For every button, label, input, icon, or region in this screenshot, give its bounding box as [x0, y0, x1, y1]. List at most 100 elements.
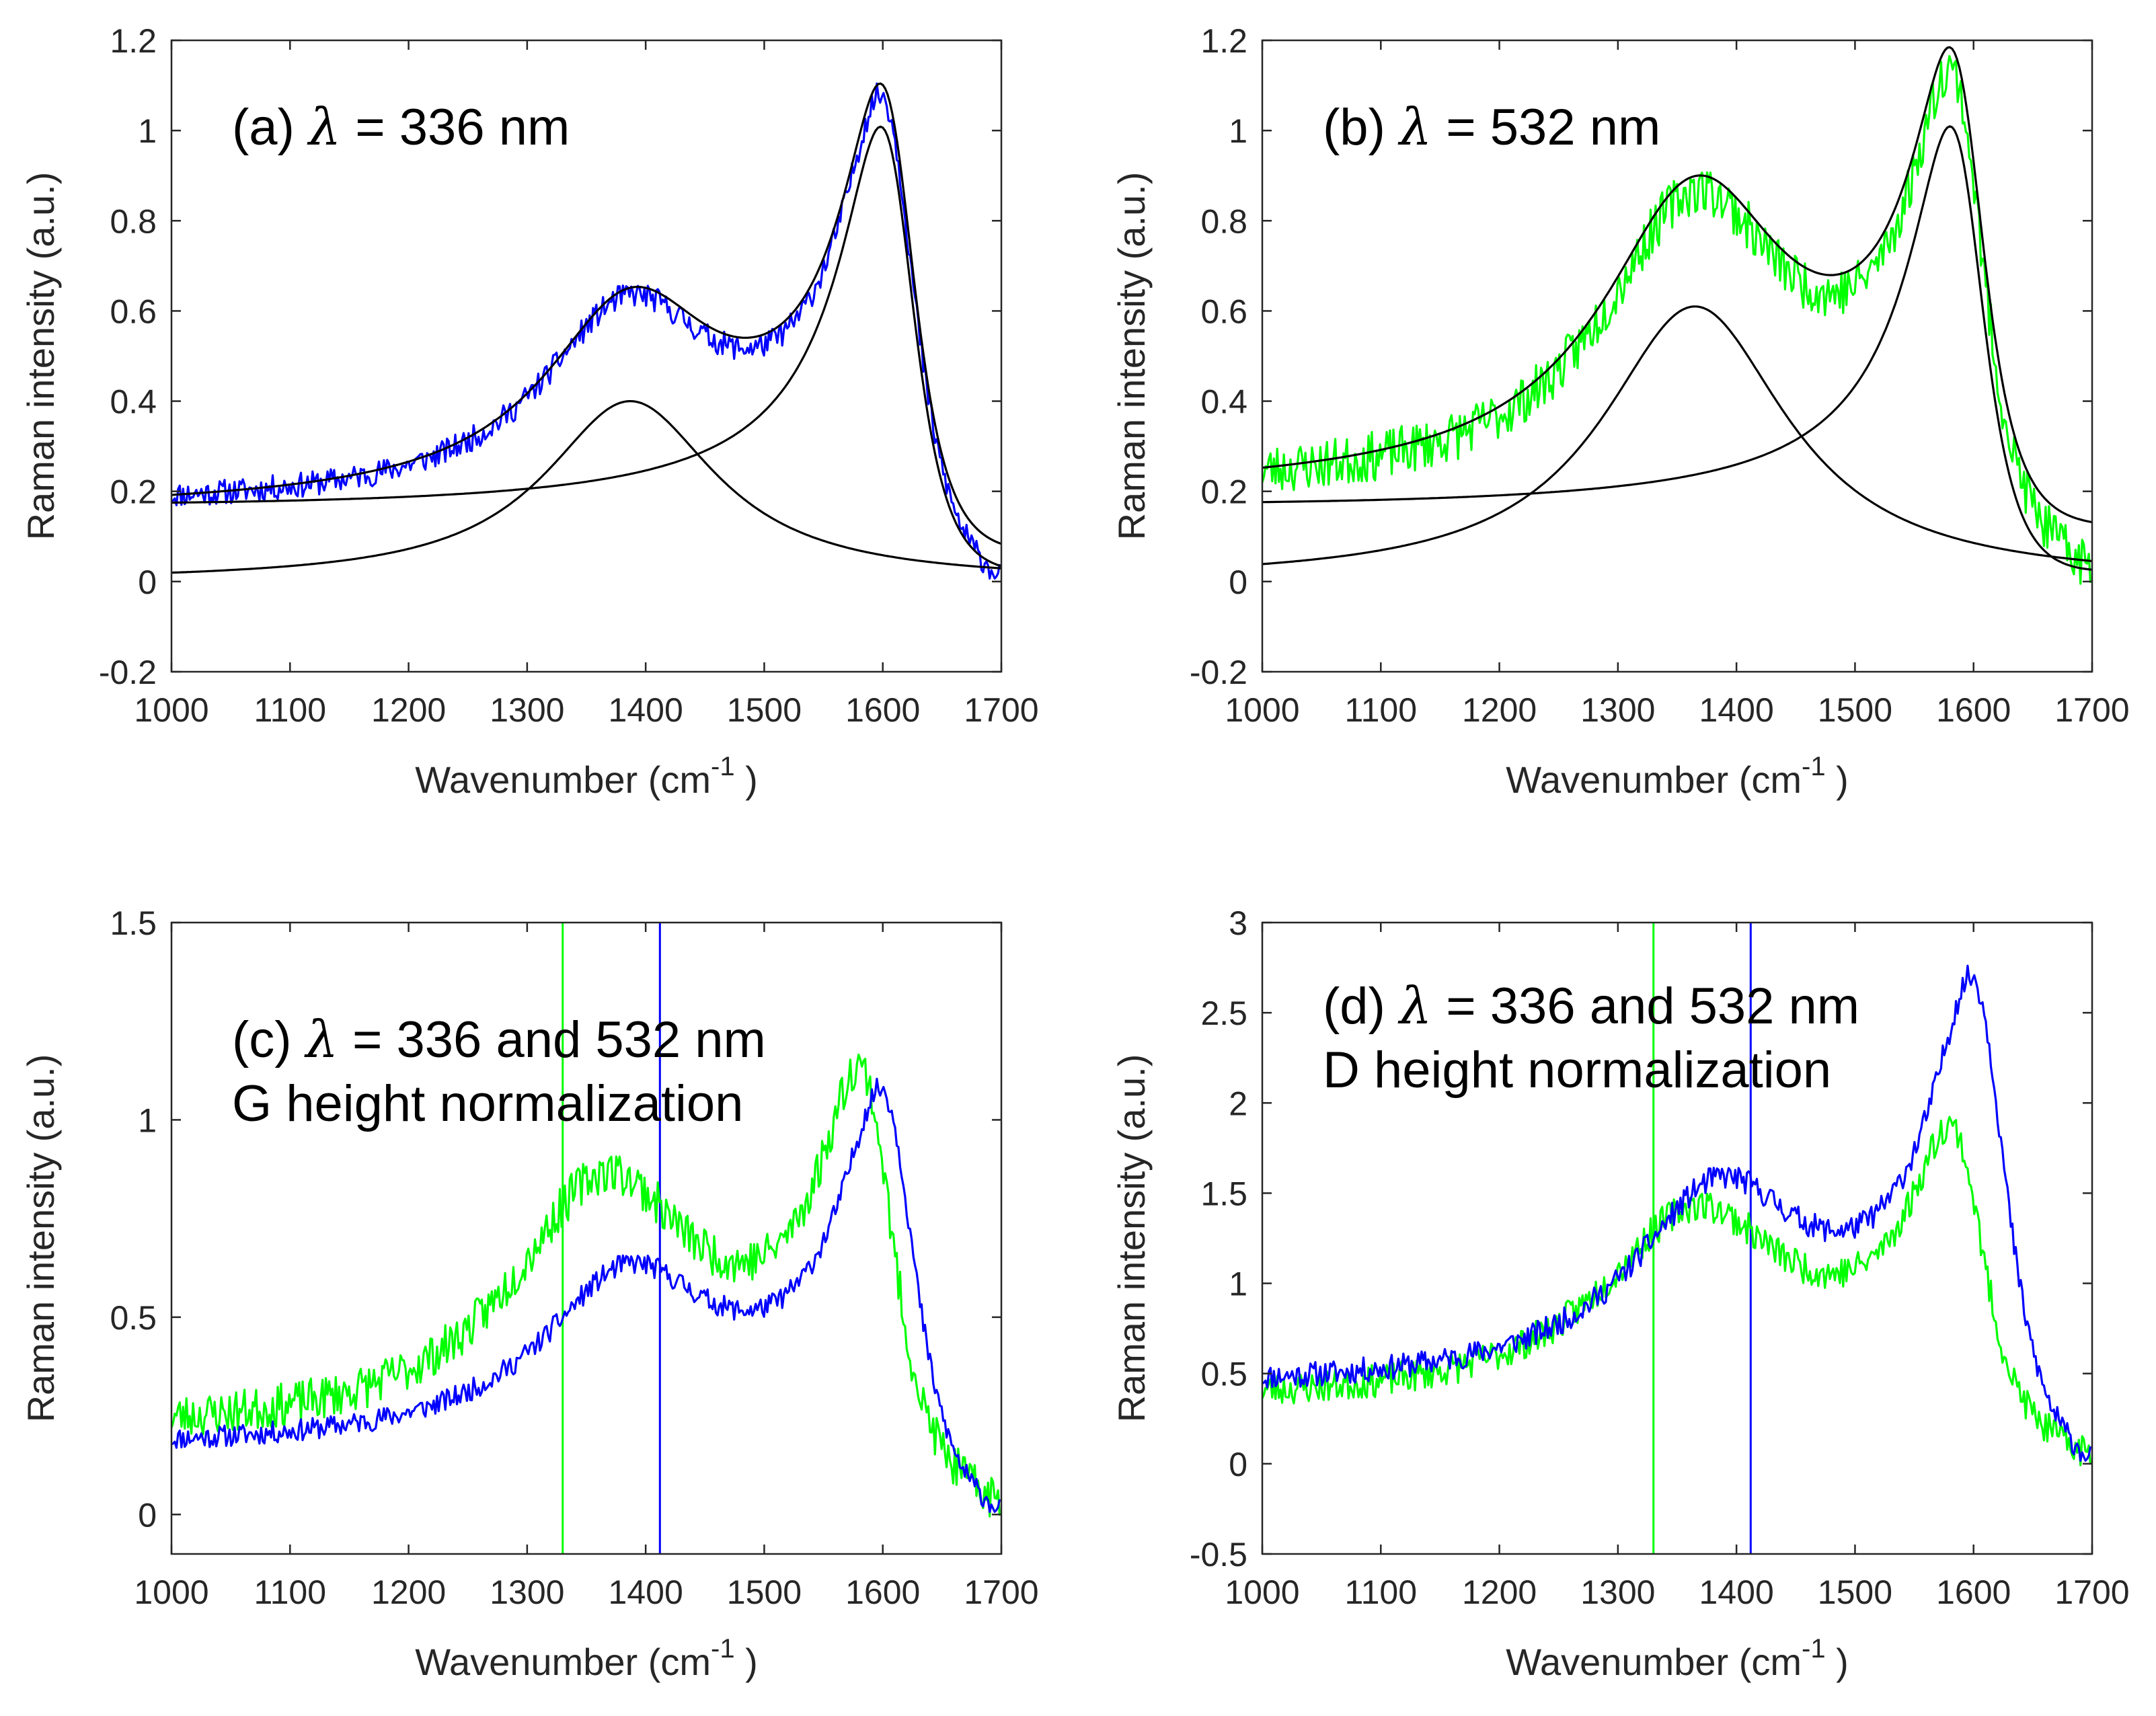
- x-tick-label: 1300: [1580, 1573, 1655, 1611]
- x-tick-label: 1200: [371, 1573, 446, 1611]
- x-tick-label: 1300: [1580, 691, 1655, 729]
- fit-d-lorentzian: [171, 399, 1001, 574]
- x-tick-label: 1500: [727, 1573, 802, 1611]
- x-tick-label: 1700: [2054, 1573, 2129, 1611]
- y-tick-label: 3: [1229, 904, 1247, 942]
- x-tick-label: 1100: [254, 1573, 327, 1611]
- x-tick-label: 1000: [134, 1573, 208, 1611]
- fit-sum: [171, 82, 1001, 545]
- y-tick-label: 1.5: [1200, 1175, 1247, 1212]
- fit-sum: [1262, 46, 2092, 524]
- axes-box: [170, 39, 1003, 673]
- x-tick-label: 1400: [1699, 1573, 1774, 1611]
- plot-content: [171, 82, 1001, 580]
- y-tick-label: 0: [1229, 563, 1247, 601]
- x-tick-label: 1300: [490, 1573, 564, 1611]
- x-tick-label: 1500: [727, 691, 802, 729]
- x-tick-label: 1100: [1345, 691, 1418, 729]
- x-tick-label: 1100: [254, 691, 327, 729]
- y-tick-label: 1.2: [110, 22, 157, 60]
- x-tick-label: 1500: [1818, 691, 1892, 729]
- x-tick-label: 1100: [1345, 1573, 1418, 1611]
- y-tick-label: 1: [1229, 112, 1247, 150]
- x-tick-label: 1600: [845, 1573, 920, 1611]
- x-tick-label: 1200: [1462, 1573, 1537, 1611]
- y-tick-label: 0.6: [1200, 292, 1247, 330]
- spectrum-336-nm: [1262, 964, 2092, 1462]
- x-tick-label: 1600: [845, 691, 920, 729]
- y-tick-label: 0.8: [1200, 202, 1247, 240]
- x-tick-label: 1000: [1225, 1573, 1299, 1611]
- panel-annotation: (c) λ = 336 and 532 nm: [232, 1009, 766, 1069]
- y-tick-label: 2.5: [1200, 994, 1247, 1032]
- panel-annotation: D height normalization: [1323, 1042, 1831, 1099]
- plot-area: [171, 923, 1001, 1554]
- x-axis-label: Wavenumber (cm-1 ): [1506, 752, 1849, 801]
- x-tick-label: 1700: [2054, 691, 2129, 729]
- fit-g-bwf: [1262, 125, 2092, 571]
- x-tick-label: 1200: [1462, 691, 1537, 729]
- x-tick-label: 1700: [964, 691, 1038, 729]
- panel-c: 1000 1100 1200 1300 1400 1500 1600 1700 0 0.5 1 1.5…: [20, 904, 1039, 1683]
- fit-d-lorentzian: [1262, 305, 2092, 566]
- y-tick-label: 0.6: [110, 292, 157, 330]
- y-tick-label: 1: [138, 112, 157, 150]
- spectrum-336-nm: [171, 1077, 1001, 1513]
- y-tick-label: 0: [138, 1496, 157, 1534]
- x-tick-label: 1000: [1225, 691, 1299, 729]
- y-tick-label: 0.2: [1200, 473, 1247, 511]
- y-tick-label: 0.5: [110, 1299, 157, 1337]
- x-tick-label: 1200: [371, 691, 446, 729]
- y-axis-label: Raman intensity (a.u.): [20, 1054, 62, 1423]
- y-tick-label: -0.5: [1190, 1536, 1247, 1573]
- y-tick-label: 2: [1229, 1085, 1247, 1122]
- x-tick-label: 1500: [1818, 1573, 1892, 1611]
- spectrum-532-nm: [171, 1053, 1001, 1518]
- x-tick-label: 1400: [1699, 691, 1774, 729]
- y-tick-label: 1.2: [1200, 22, 1247, 60]
- y-axis-label: Raman intensity (a.u.): [1110, 1054, 1153, 1423]
- y-tick-label: 1.5: [110, 904, 157, 942]
- y-tick-label: 0.2: [110, 473, 157, 511]
- x-axis-label: Wavenumber (cm-1 ): [1506, 1634, 1849, 1683]
- panel-annotation: (d) λ = 336 and 532 nm: [1323, 976, 1859, 1036]
- axes-box: [1261, 39, 2093, 673]
- x-tick-label: 1600: [1936, 1573, 2011, 1611]
- y-tick-label: -0.2: [99, 654, 157, 691]
- y-axis-label: Raman intensity (a.u.): [1110, 172, 1153, 541]
- panel-annotation: (a) λ = 336 nm: [232, 97, 570, 157]
- axes-box: [170, 921, 1003, 1555]
- plot-content: [1262, 46, 2092, 585]
- x-tick-label: 1300: [490, 691, 564, 729]
- y-tick-label: 0.4: [110, 383, 157, 421]
- y-tick-label: 0.8: [110, 202, 157, 240]
- x-axis-label: Wavenumber (cm-1 ): [415, 1634, 758, 1683]
- plot-area: [1262, 923, 2092, 1554]
- y-axis-label: Raman intensity (a.u.): [20, 172, 62, 541]
- x-tick-label: 1700: [964, 1573, 1038, 1611]
- plot-content: [1262, 923, 2092, 1554]
- x-tick-label: 1400: [609, 1573, 683, 1611]
- y-tick-label: 1: [1229, 1265, 1247, 1303]
- fit-g-bwf: [171, 125, 1001, 568]
- panel-annotation: (b) λ = 532 nm: [1323, 97, 1660, 157]
- panel-a: 1000 1100 1200 1300 1400 1500 1600 1700 -0.2 0 0.2…: [20, 22, 1039, 801]
- x-axis-label: Wavenumber (cm-1 ): [415, 752, 758, 801]
- axes-box: [1261, 921, 2093, 1555]
- y-tick-label: 0.4: [1200, 383, 1247, 421]
- y-tick-label: 0: [1229, 1446, 1247, 1483]
- panel-b: 1000 1100 1200 1300 1400 1500 1600 1700 -0.2 0 0.2…: [1110, 22, 2130, 801]
- y-tick-label: -0.2: [1190, 654, 1247, 691]
- panel-d: 1000 1100 1200 1300 1400 1500 1600 1700 -0.5 0 0.5…: [1110, 904, 2130, 1683]
- y-tick-label: 0: [138, 563, 157, 601]
- plot-area: [171, 40, 1001, 672]
- x-tick-label: 1000: [134, 691, 208, 729]
- x-tick-label: 1600: [1936, 691, 2011, 729]
- panel-annotation: G height normalization: [232, 1075, 743, 1132]
- y-tick-label: 1: [138, 1101, 157, 1139]
- plot-area: [1262, 40, 2092, 672]
- x-tick-label: 1400: [609, 691, 683, 729]
- plot-content: [171, 923, 1001, 1554]
- y-tick-label: 0.5: [1200, 1356, 1247, 1393]
